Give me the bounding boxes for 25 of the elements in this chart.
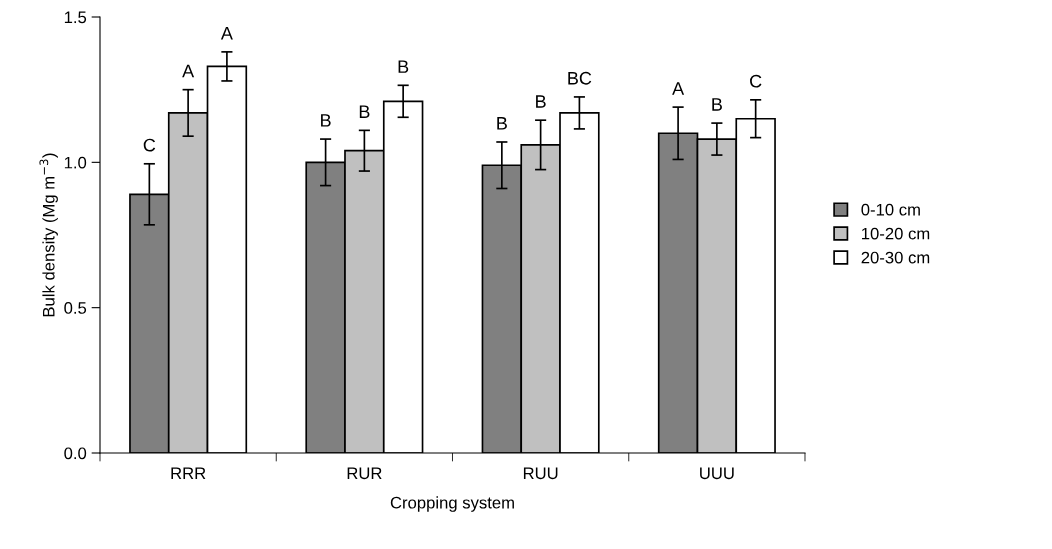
data-label: C <box>143 138 156 152</box>
data-label: C <box>750 74 762 88</box>
y-axis-title: Bulk density (Mg m$^{−3}$) <box>39 153 58 317</box>
data-label: B <box>321 114 331 127</box>
y-tick-label: 1.5 <box>64 11 87 24</box>
data-label: A <box>672 82 685 95</box>
x-tick-label: RRR <box>171 467 206 479</box>
data-label: B <box>398 60 409 73</box>
y-tick-label: 0.5 <box>64 302 87 314</box>
data-label: A <box>182 64 195 78</box>
data-label: A <box>220 26 233 40</box>
x-axis-title: Cropping system <box>390 496 514 512</box>
data-label: B <box>359 105 370 118</box>
legend-label: 0-10 cm <box>861 203 920 216</box>
y-tick-label: 1.0 <box>64 156 87 169</box>
legend-label: 20-30 cm <box>861 251 930 264</box>
x-tick-label: RUU <box>523 467 558 480</box>
x-tick-label: UUU <box>700 467 734 480</box>
x-tick-label: RUR <box>347 467 382 480</box>
data-label: BC <box>568 71 592 85</box>
data-label: B <box>497 117 507 130</box>
data-label: B <box>712 98 722 111</box>
y-tick-label: 0.0 <box>64 447 87 460</box>
data-label: B <box>536 95 546 108</box>
legend-label: 10-20 cm <box>862 227 930 240</box>
